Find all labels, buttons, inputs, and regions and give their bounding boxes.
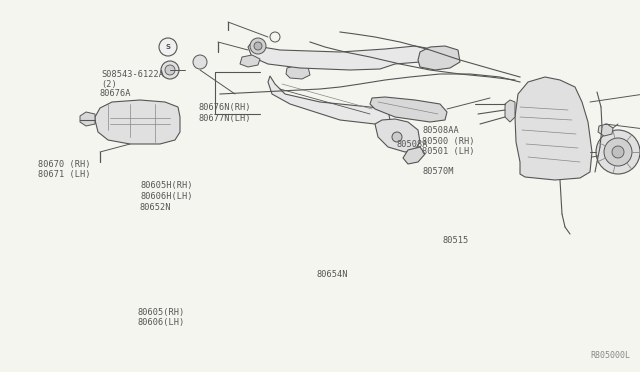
Polygon shape: [403, 147, 425, 164]
Circle shape: [392, 132, 402, 142]
Circle shape: [250, 38, 266, 54]
Polygon shape: [370, 97, 447, 122]
Text: 80676N(RH)
80677N(LH): 80676N(RH) 80677N(LH): [198, 103, 251, 123]
Polygon shape: [248, 42, 435, 70]
Text: 80652N: 80652N: [140, 203, 171, 212]
Text: 80654N: 80654N: [317, 270, 348, 279]
Circle shape: [604, 138, 632, 166]
Circle shape: [159, 38, 177, 56]
Text: S: S: [166, 44, 170, 50]
Text: 80508A: 80508A: [397, 140, 428, 149]
Polygon shape: [95, 100, 180, 144]
Polygon shape: [598, 124, 613, 136]
Circle shape: [254, 42, 262, 50]
Polygon shape: [268, 76, 390, 124]
Polygon shape: [515, 77, 592, 180]
Polygon shape: [375, 119, 420, 152]
Circle shape: [596, 130, 640, 174]
Text: 80670 (RH)
80671 (LH): 80670 (RH) 80671 (LH): [38, 160, 91, 179]
Text: 80515: 80515: [443, 236, 469, 245]
Text: 80570M: 80570M: [422, 167, 454, 176]
Text: 80605(RH)
80606(LH): 80605(RH) 80606(LH): [138, 308, 185, 327]
Polygon shape: [80, 112, 95, 126]
Circle shape: [612, 146, 624, 158]
Text: R805000L: R805000L: [590, 351, 630, 360]
Text: S08543-6122A
(2): S08543-6122A (2): [101, 70, 164, 89]
Text: 80508AA
80500 (RH)
80501 (LH): 80508AA 80500 (RH) 80501 (LH): [422, 126, 475, 156]
Text: 80676A: 80676A: [99, 89, 131, 97]
Polygon shape: [418, 46, 460, 70]
Polygon shape: [240, 55, 260, 67]
Circle shape: [165, 65, 175, 75]
Polygon shape: [505, 100, 515, 122]
Circle shape: [161, 61, 179, 79]
Text: 80605H(RH)
80606H(LH): 80605H(RH) 80606H(LH): [141, 181, 193, 201]
Circle shape: [193, 55, 207, 69]
Polygon shape: [286, 65, 310, 79]
